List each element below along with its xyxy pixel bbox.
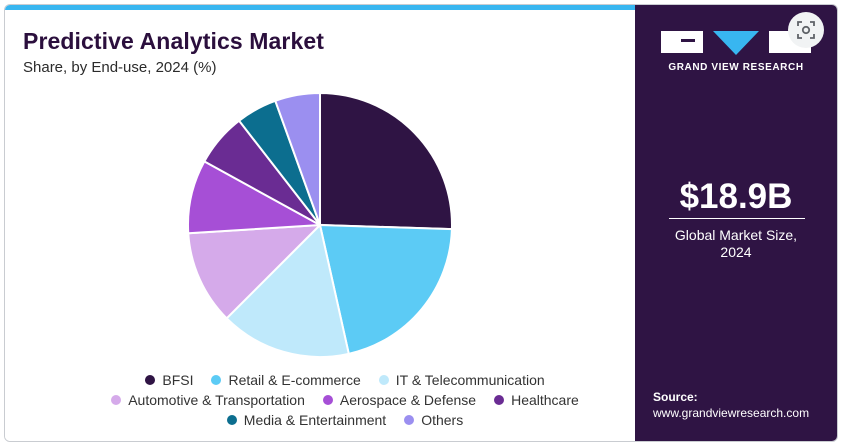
legend-item: IT & Telecommunication xyxy=(378,372,545,388)
pie-slice-it-telecommunication xyxy=(225,223,350,358)
legend-swatch xyxy=(211,375,222,385)
market-size-value: $18.9B xyxy=(679,177,793,216)
lens-search-icon xyxy=(797,21,815,39)
legend-swatch xyxy=(404,415,415,425)
market-size-label-line2: 2024 xyxy=(720,244,752,260)
legend-label: Healthcare xyxy=(511,392,579,408)
legend-label: Automotive & Transportation xyxy=(128,392,305,408)
chart-panel: Predictive Analytics Market Share, by En… xyxy=(5,5,635,441)
legend-label: IT & Telecommunication xyxy=(395,372,545,388)
legend-item: Media & Entertainment xyxy=(226,412,387,428)
legend-item: Retail & E-commerce xyxy=(211,372,361,388)
legend-item: Automotive & Transportation xyxy=(111,392,305,408)
legend-label: Others xyxy=(421,412,464,428)
legend-swatch xyxy=(494,395,505,405)
legend-label: Retail & E-commerce xyxy=(228,372,361,388)
market-size-label: Global Market Size, 2024 xyxy=(635,227,837,261)
legend-label: Aerospace & Defense xyxy=(339,392,477,408)
legend-item: BFSI xyxy=(145,372,193,388)
pie-slice-others xyxy=(274,91,321,226)
market-size-label-line1: Global Market Size, xyxy=(674,227,798,243)
summary-panel: GRAND VIEW RESEARCH $18.9B Global Market… xyxy=(635,5,837,441)
chart-title: Predictive Analytics Market xyxy=(23,28,324,54)
legend-item: Healthcare xyxy=(494,392,579,408)
legend-row: Automotive & Transportation Aerospace & D… xyxy=(65,390,625,410)
lens-button[interactable] xyxy=(788,12,824,48)
pie-chart xyxy=(187,91,453,358)
legend-row: BFSI Retail & E-commerce IT & Telecommunic… xyxy=(65,370,625,390)
legend-swatch xyxy=(226,415,237,425)
legend-swatch xyxy=(322,395,333,405)
pie-slice-automotive-transportation xyxy=(187,223,323,320)
source-label: Source: xyxy=(653,390,698,404)
brand-name: GRAND VIEW RESEARCH xyxy=(668,62,804,73)
legend-label: Media & Entertainment xyxy=(243,412,387,428)
legend-item: Aerospace & Defense xyxy=(322,392,477,408)
source-url[interactable]: www.grandviewresearch.com xyxy=(653,406,810,420)
pie-slice-retail-e-commerce xyxy=(318,223,453,356)
legend-swatch xyxy=(378,375,389,385)
pie-slice-bfsi xyxy=(319,91,453,231)
legend: BFSI Retail & E-commerce IT & Telecommunic… xyxy=(65,370,625,430)
infographic-card: Predictive Analytics Market Share, by En… xyxy=(4,4,838,442)
legend-label: BFSI xyxy=(162,372,194,388)
legend-row: Media & Entertainment Others xyxy=(65,410,625,430)
legend-swatch xyxy=(111,395,122,405)
divider xyxy=(669,218,805,219)
chart-subtitle: Share, by End-use, 2024 (%) xyxy=(23,59,217,76)
legend-swatch xyxy=(145,375,156,385)
legend-item: Others xyxy=(404,412,463,428)
